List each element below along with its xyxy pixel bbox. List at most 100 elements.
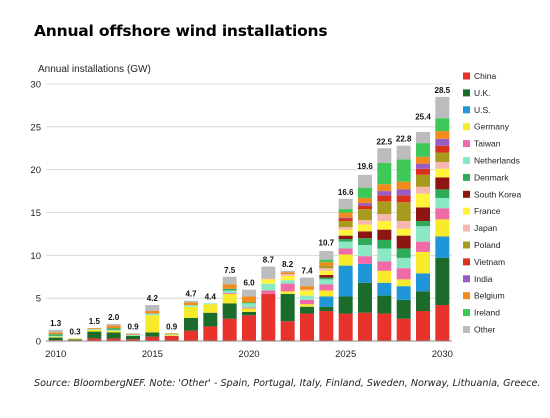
bar-segment	[280, 275, 295, 281]
bar-segment	[261, 290, 276, 294]
bar-segment	[377, 195, 392, 202]
legend-label: U.S.	[474, 105, 491, 115]
legend-swatch	[463, 157, 470, 164]
legend-label: Poland	[474, 240, 501, 250]
bar-segment	[416, 207, 430, 222]
bar-segment	[222, 293, 237, 294]
bar-segment	[358, 205, 372, 210]
bar-segment	[338, 209, 353, 213]
bar-segment	[261, 278, 276, 280]
total-label: 4.2	[147, 294, 159, 303]
total-label: 8.7	[263, 255, 275, 264]
legend-label: Taiwan	[474, 139, 501, 149]
bar-segment	[358, 282, 372, 313]
bar-segment	[68, 338, 82, 340]
legend-label: U.K.	[474, 88, 491, 98]
bar-segment	[242, 308, 256, 312]
bar-segment	[280, 291, 295, 294]
x-tick-label: 2015	[142, 349, 163, 360]
legend-label: India	[474, 274, 493, 284]
legend-label: Other	[474, 325, 495, 335]
bar-segment	[358, 209, 372, 221]
bar-segment	[435, 131, 450, 139]
bar-segment	[145, 336, 160, 341]
legend: China U.K. U.S. Germany Taiwan Netherlands Den…	[463, 71, 522, 335]
bar-segment	[300, 306, 314, 314]
bar-segment	[377, 214, 392, 222]
bar-segment	[203, 312, 218, 327]
bar-segment	[222, 293, 237, 304]
legend-swatch	[463, 241, 470, 249]
bar-segment	[87, 331, 102, 339]
bar-segment	[396, 181, 411, 190]
bar-segment	[338, 235, 353, 240]
bar-segment	[184, 300, 198, 303]
bar-segment	[126, 335, 140, 336]
bar-segment	[338, 212, 353, 218]
bar-segment	[396, 221, 411, 229]
total-label: 4.4	[205, 292, 217, 301]
bar-segment	[416, 311, 430, 341]
bar-segment	[338, 296, 353, 314]
bar-segment	[338, 241, 353, 249]
legend-swatch	[463, 292, 470, 300]
bar-segment	[358, 312, 372, 341]
bar-segment	[396, 145, 411, 160]
bar-segment	[48, 336, 63, 338]
bar-segment	[435, 138, 450, 146]
bar-segment	[358, 256, 372, 264]
bar-segment	[106, 328, 121, 330]
legend-swatch	[463, 106, 470, 114]
bar-segment	[338, 227, 353, 230]
total-label: 22.5	[377, 137, 393, 146]
bar-segment	[222, 284, 237, 289]
bar-segment	[435, 197, 450, 209]
bar-segment	[416, 131, 430, 144]
bar-segment	[338, 313, 353, 341]
bar-segment	[396, 268, 411, 280]
bar-segment	[396, 195, 411, 203]
bar-segment	[435, 145, 450, 153]
x-tick-label: 2025	[335, 349, 356, 360]
bar-segment	[164, 333, 179, 335]
total-label: 28.5	[435, 86, 451, 95]
total-labels: 1.3 0.3 1.5 2.0 0.9 4.2 0.9 4.7 4.4 7.5 6.0 8.7 8.2 7…	[50, 86, 451, 337]
bar-segment	[300, 290, 314, 296]
total-label: 1.3	[50, 319, 62, 328]
bar-segment	[164, 334, 179, 336]
bar-segment	[396, 318, 411, 341]
bar-segment	[435, 305, 450, 341]
bar-segment	[338, 221, 353, 228]
legend-swatch	[463, 140, 470, 148]
y-axis-label: Annual installations (GW)	[38, 64, 151, 75]
bar-segment	[87, 329, 102, 330]
bar-segment	[377, 313, 392, 341]
bar-segment	[358, 263, 372, 283]
bar-segment	[358, 197, 372, 204]
bar-segment	[319, 265, 334, 269]
bar-segment	[319, 311, 334, 341]
bar-segment	[358, 224, 372, 232]
bar-segment	[435, 118, 450, 132]
bar-segment	[377, 148, 392, 163]
bar-segment	[319, 279, 334, 285]
bar-segment	[319, 290, 334, 297]
bar-segment	[145, 315, 160, 333]
bar-segment	[242, 315, 256, 341]
bar-segment	[203, 304, 218, 313]
legend-swatch	[463, 190, 470, 198]
bar-segment	[396, 286, 411, 300]
legend-label: Belgium	[474, 291, 505, 301]
bar-segment	[48, 329, 63, 333]
legend-label: China	[474, 71, 496, 81]
bar-segment	[106, 330, 121, 333]
bar-segment	[377, 248, 392, 262]
bar-segment	[435, 219, 450, 237]
bar-segment	[416, 251, 430, 274]
bar-segment	[416, 226, 430, 242]
total-label: 10.7	[319, 238, 335, 247]
legend-swatch	[463, 326, 470, 333]
bar-segment	[377, 229, 392, 240]
bar-segment	[319, 259, 334, 263]
